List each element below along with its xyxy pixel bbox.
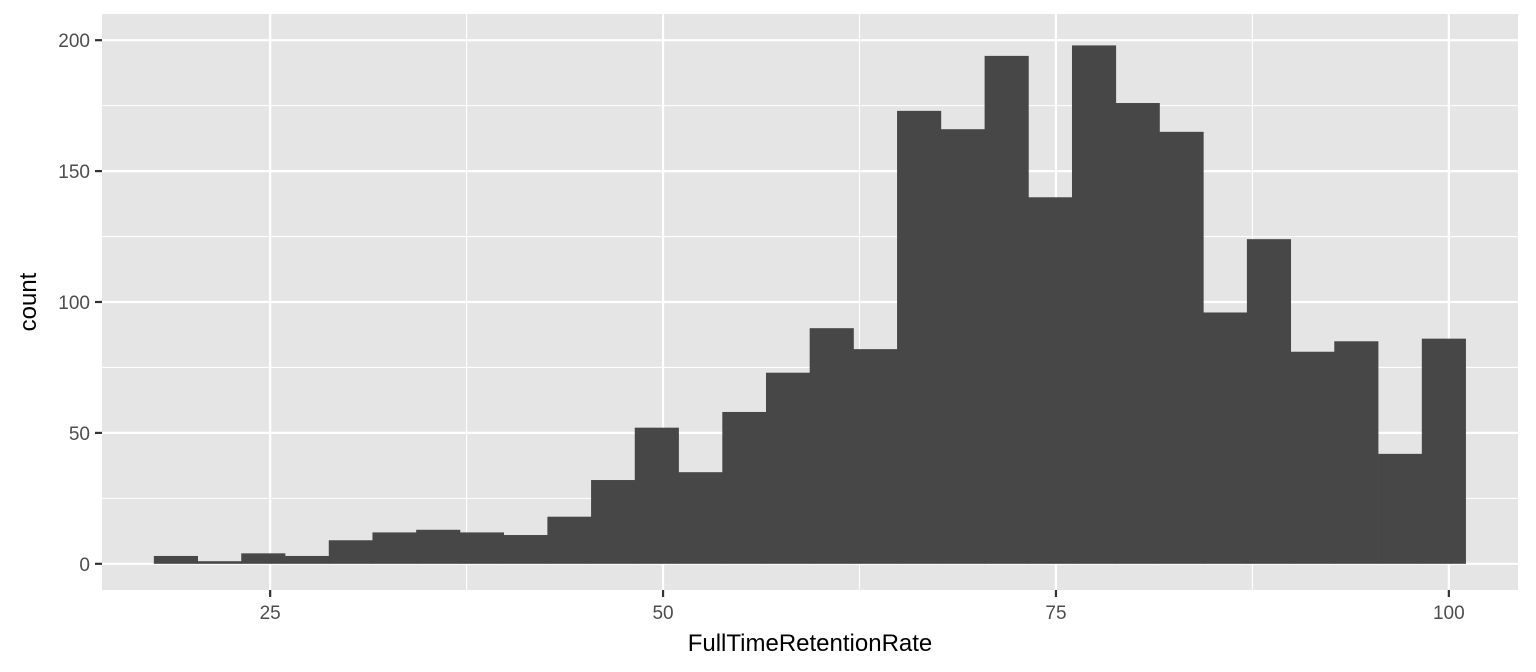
histogram-bar-19 bbox=[940, 129, 986, 564]
histogram-bar-6 bbox=[372, 532, 417, 564]
y-axis-title: count bbox=[15, 272, 42, 331]
x-tick-label: 100 bbox=[1433, 603, 1465, 624]
histogram-bar-1 bbox=[153, 555, 198, 564]
histogram-bar-8 bbox=[459, 532, 504, 564]
histogram-bar-9 bbox=[503, 535, 548, 564]
histogram-bar-21 bbox=[1028, 197, 1073, 564]
histogram-bar-28 bbox=[1334, 341, 1379, 564]
histogram-bars bbox=[153, 45, 1466, 564]
x-tick-label: 50 bbox=[652, 603, 673, 624]
x-axis-title: FullTimeRetentionRate bbox=[688, 630, 933, 657]
histogram-bar-7 bbox=[416, 529, 461, 564]
x-tick-label: 25 bbox=[260, 603, 281, 624]
histogram-bar-30 bbox=[1421, 338, 1466, 564]
y-tick-label: 150 bbox=[58, 162, 90, 183]
histogram-bar-22 bbox=[1071, 45, 1117, 564]
histogram-bar-2 bbox=[197, 561, 242, 564]
x-tick-label: 75 bbox=[1045, 603, 1066, 624]
histogram-bar-25 bbox=[1203, 312, 1248, 564]
histogram-bar-3 bbox=[241, 553, 286, 564]
y-tick-label: 200 bbox=[58, 31, 90, 52]
histogram-bar-13 bbox=[678, 472, 723, 564]
y-tick-label: 50 bbox=[69, 424, 90, 445]
histogram-bar-27 bbox=[1290, 351, 1335, 564]
histogram-bar-20 bbox=[984, 55, 1029, 564]
histogram-bar-5 bbox=[328, 540, 373, 564]
histogram-bar-16 bbox=[809, 328, 854, 564]
histogram-bar-4 bbox=[285, 555, 330, 564]
histogram-bar-23 bbox=[1115, 103, 1160, 564]
histogram-bar-18 bbox=[897, 110, 942, 564]
histogram-bar-15 bbox=[765, 372, 811, 564]
x-axis: 25 50 75 100 bbox=[260, 590, 1465, 624]
histogram-bar-12 bbox=[634, 427, 679, 564]
histogram-bar-11 bbox=[591, 480, 636, 564]
histogram-bar-29 bbox=[1378, 453, 1423, 564]
histogram-bar-17 bbox=[853, 349, 898, 564]
histogram-bar-24 bbox=[1159, 131, 1204, 564]
histogram-bar-10 bbox=[547, 516, 592, 564]
y-tick-label: 100 bbox=[58, 293, 90, 314]
y-tick-label: 0 bbox=[79, 555, 90, 576]
y-axis: 0 50 100 150 200 bbox=[58, 31, 102, 576]
histogram-bar-14 bbox=[722, 411, 767, 564]
histogram-bar-26 bbox=[1246, 239, 1292, 564]
